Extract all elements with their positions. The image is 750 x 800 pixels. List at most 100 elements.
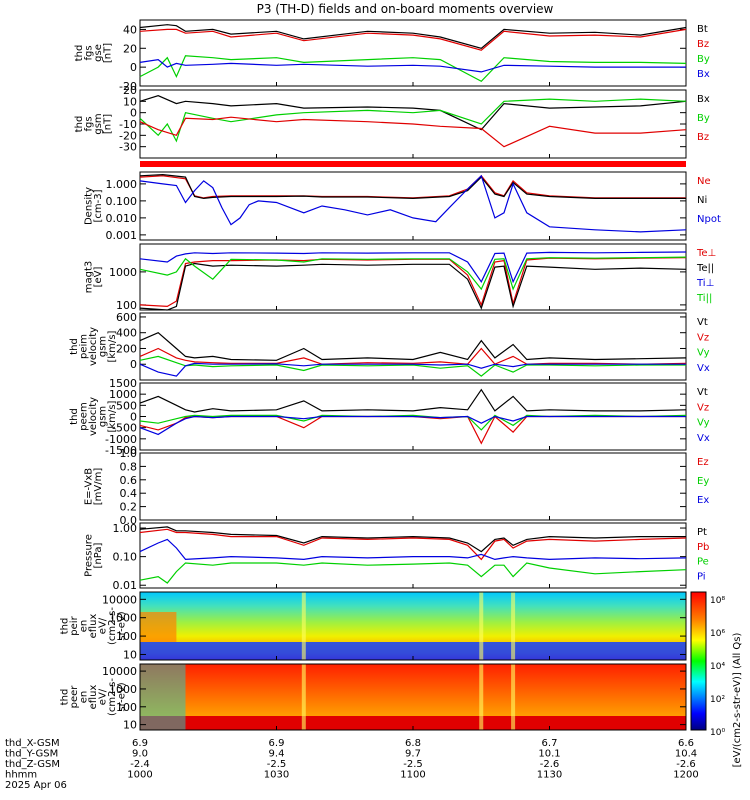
- panel-stack: 40200-20thdfgsgse[nT]BtBzByBx20100-10-20…: [60, 19, 721, 732]
- y-tick-label: -1000: [105, 433, 137, 446]
- y-tick-label: 0.010: [106, 212, 138, 225]
- series-line-black: [139, 388, 687, 413]
- y-axis-label: magt3[eV]: [83, 261, 104, 294]
- y-tick-label: 100: [116, 299, 137, 312]
- panel-peer-spec: 10000 1000 100 10 thdpeerenefluxeV/(cm2-s-sr…: [60, 663, 687, 732]
- legend-label: Ti⊥: [696, 278, 714, 289]
- y-tick-label: 0.2: [120, 501, 138, 514]
- series-line-blue: [139, 415, 686, 436]
- y-tick-label: 0.4: [120, 487, 138, 500]
- y-label-line: Density: [83, 187, 94, 225]
- y-tick-label: -30: [119, 141, 137, 154]
- time-row-label: thd_Z-GSM: [5, 759, 60, 770]
- burst-stripe: [479, 592, 484, 660]
- series-line-blue: [139, 251, 687, 284]
- series-line-blue: [139, 58, 686, 73]
- time-tick-value: 6.9: [132, 738, 148, 749]
- y-label-line: Pressure: [83, 534, 94, 577]
- y-tick-label: 0.10: [113, 551, 138, 564]
- y-label-line: gse: [93, 44, 104, 62]
- legend-label: Vx: [697, 433, 710, 444]
- y-tick-label: 1500: [109, 377, 137, 390]
- y-label-line: (cm2-s-: [107, 607, 118, 645]
- time-tick-value: 6.9: [269, 738, 285, 749]
- colorbar-tick-label: 10²: [710, 695, 725, 705]
- y-label-line: gsm: [98, 406, 109, 427]
- date-label: 2025 Apr 06: [5, 780, 67, 791]
- y-label-line: [eV]: [93, 267, 104, 288]
- series-line-red: [139, 415, 686, 445]
- legend-label: Pe: [697, 557, 709, 568]
- legend-label: Bz: [697, 39, 709, 50]
- legend-label: Pt: [697, 527, 707, 538]
- y-label-line: peim: [79, 334, 90, 359]
- series-line-red: [139, 347, 687, 365]
- y-tick-label: 1000: [109, 612, 137, 625]
- y-label-line: peem: [79, 402, 90, 430]
- y-label-line: thd: [74, 116, 85, 133]
- time-tick-value: 9.0: [132, 749, 148, 760]
- panel-frame: [139, 243, 687, 311]
- legend-label: By: [697, 54, 710, 65]
- y-label-line: [nPa]: [93, 542, 104, 568]
- figure-title: P3 (TH-D) fields and on-board moments ov…: [257, 2, 554, 16]
- panel-temperature: 1000 100 magt3[eV] Te⊥ Te|| Ti⊥ Ti||: [83, 243, 716, 312]
- series-line-red: [139, 28, 687, 51]
- time-tick-value: 1000: [127, 770, 152, 781]
- y-tick-label: 10: [123, 719, 137, 732]
- y-tick-label: 0.0: [120, 514, 138, 527]
- colorbar-tick-label: 10⁴: [710, 662, 725, 672]
- y-tick-label: 10000: [102, 593, 137, 606]
- time-tick-value: 9.7: [405, 749, 421, 760]
- legend-label: Te⊥: [696, 248, 716, 259]
- y-label-line: thd: [69, 338, 80, 355]
- series-line-blue: [139, 538, 687, 561]
- y-tick-label: -20: [119, 129, 137, 142]
- legend-label: Npot: [697, 214, 721, 225]
- y-tick-label: 0: [130, 61, 137, 74]
- time-row-label: thd_Y-GSM: [5, 749, 58, 760]
- y-axis-label: Pressure[nPa]: [83, 534, 104, 577]
- series-line-black: [139, 24, 687, 49]
- y-tick-label: 10: [123, 95, 137, 108]
- burst-stripe: [301, 664, 306, 730]
- series-line-black: [139, 331, 687, 361]
- y-tick-label: 100: [116, 630, 137, 643]
- y-tick-label: -500: [112, 422, 137, 435]
- y-label-line: gsm: [98, 336, 109, 357]
- time-tick-value: 10.1: [538, 749, 560, 760]
- legend-label: Vy: [697, 348, 710, 359]
- time-tick-value: 1030: [264, 770, 289, 781]
- legend-label: Bt: [697, 24, 708, 35]
- time-tick-value: 1200: [673, 770, 698, 781]
- y-label-line: [km/s]: [107, 330, 118, 362]
- y-label-line: velocity: [88, 397, 99, 436]
- series-line-red: [139, 174, 686, 199]
- time-tick-value: -2.5: [403, 759, 423, 770]
- panel-frame: [139, 522, 687, 589]
- series-line-black: [139, 95, 687, 131]
- legend-label: Ey: [697, 476, 709, 487]
- y-label-line: [mV/m]: [93, 468, 104, 506]
- y-tick-label: 100: [116, 701, 137, 714]
- colorbar-label: [eV/(cm2-s-str-eV)] (All Qs): [732, 632, 743, 767]
- legend-label: Vz: [697, 332, 709, 343]
- colorbar-scale: [690, 591, 707, 731]
- legend-label: By: [697, 113, 710, 124]
- series-line-green: [139, 98, 687, 143]
- y-label-line: thd: [69, 408, 80, 425]
- y-label-line: eV/: [98, 688, 109, 705]
- series-line-red: [139, 116, 687, 148]
- y-tick-label: 1000: [109, 388, 137, 401]
- y-tick-label: 0: [130, 107, 137, 120]
- series-line-green: [139, 55, 687, 83]
- y-label-line: thd: [60, 689, 71, 706]
- burst-stripe: [511, 592, 516, 660]
